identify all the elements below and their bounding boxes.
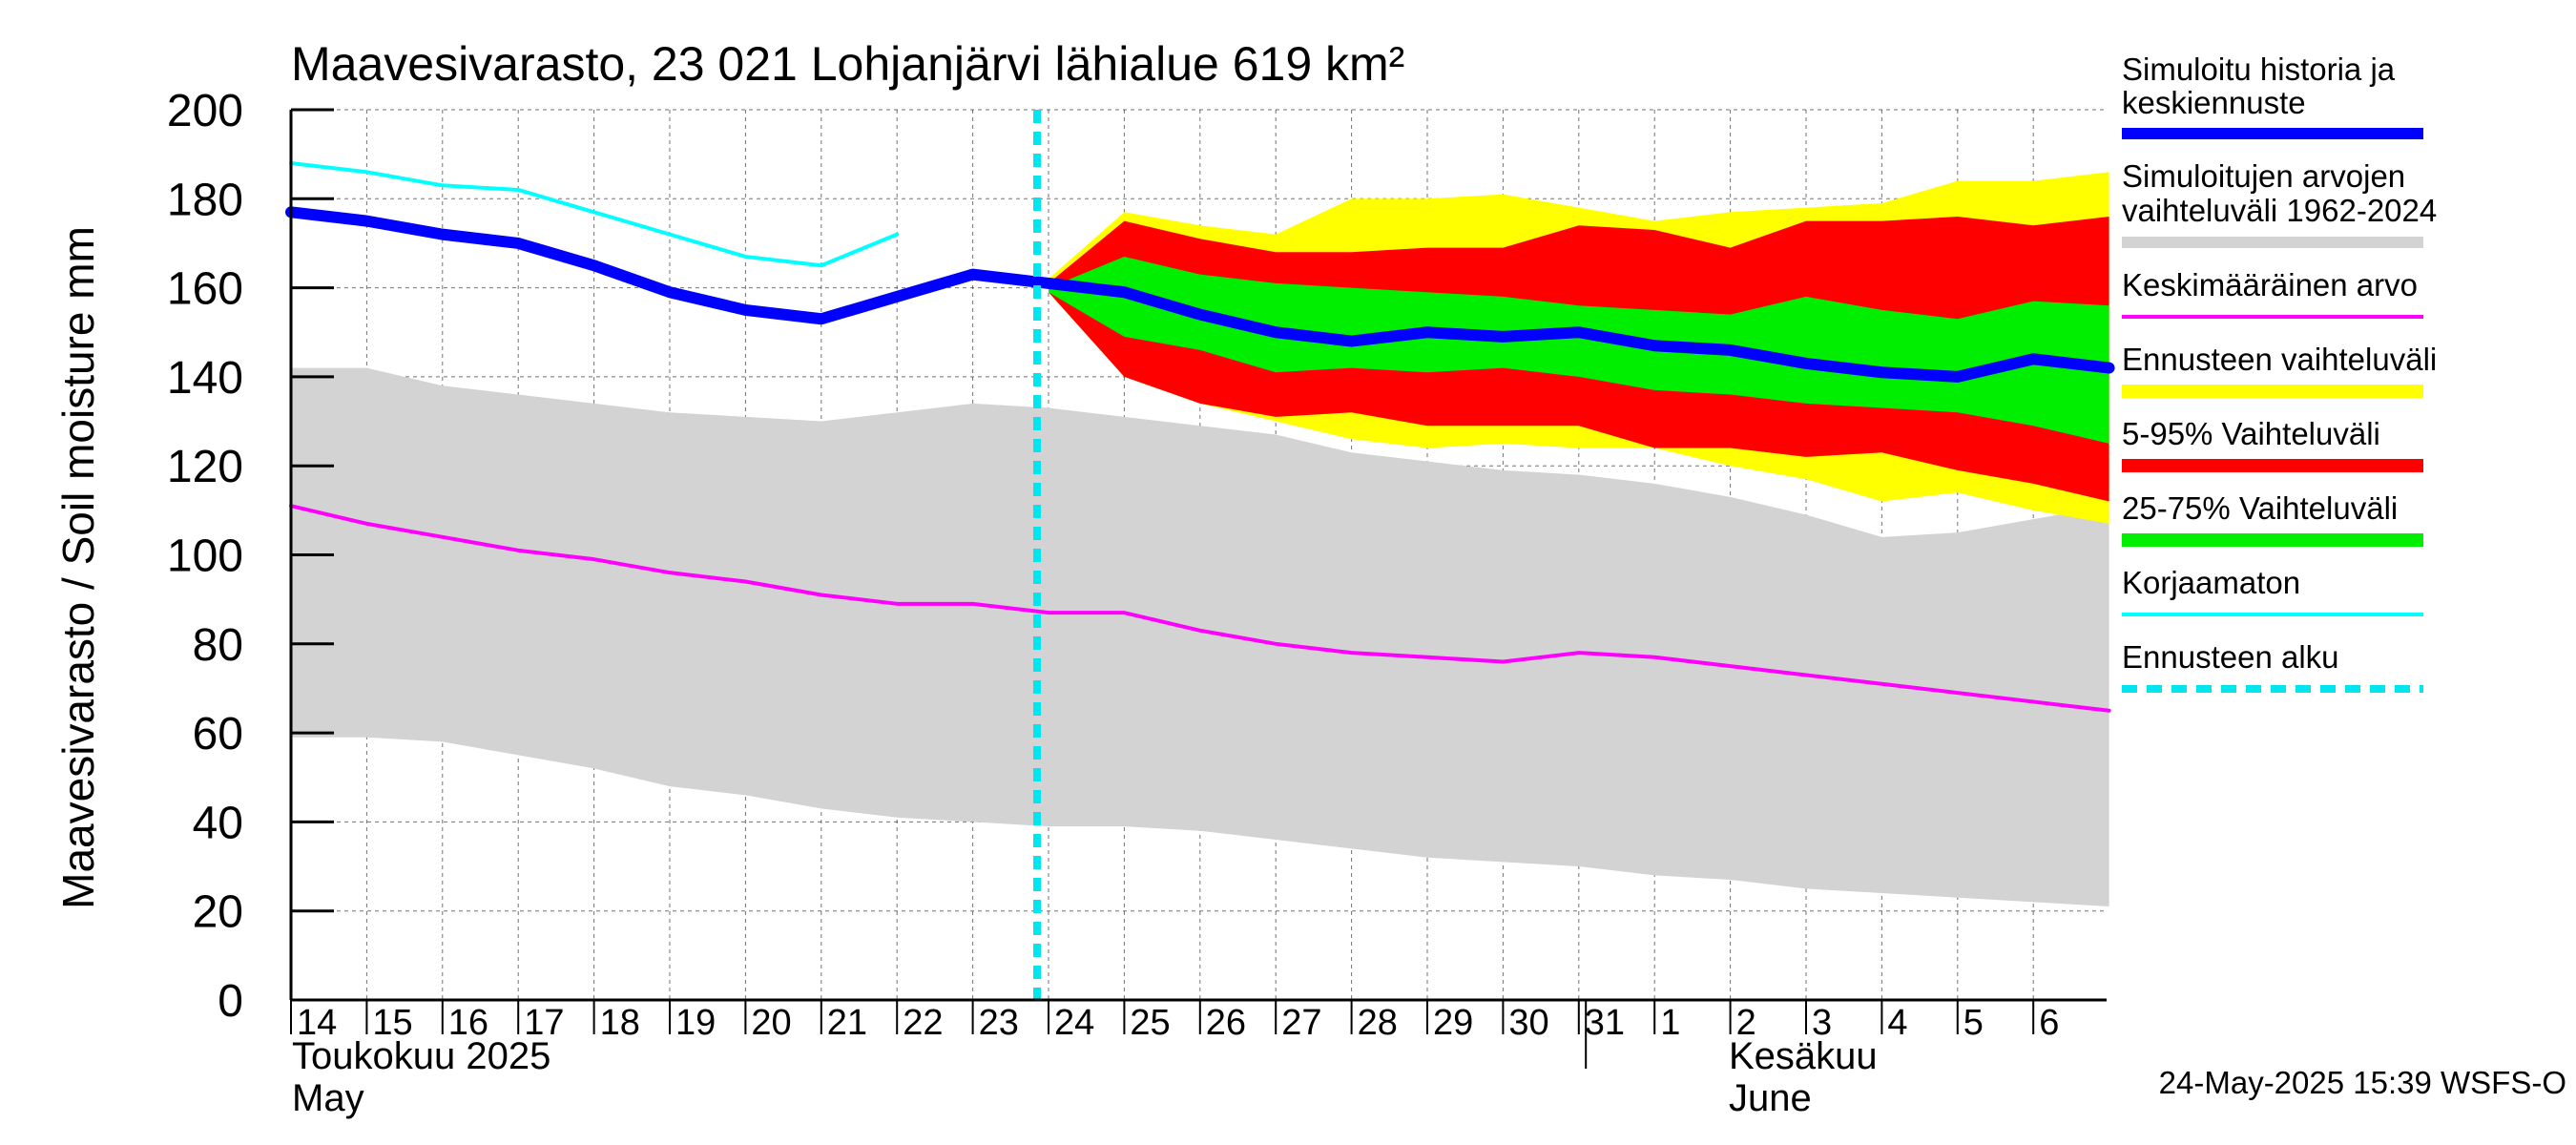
y-tick-label-140: 140 xyxy=(167,353,243,404)
x-tick-label-16: 30 xyxy=(1508,1003,1548,1043)
timestamp: 24-May-2025 15:39 WSFS-O xyxy=(2159,1065,2566,1100)
legend-label-fc-range: Ennusteen vaihteluväli xyxy=(2122,342,2437,377)
line-uncorrected xyxy=(289,160,900,268)
legend-label-history-1: Simuloitu historia ja xyxy=(2122,52,2396,87)
x-tick-label-9: 23 xyxy=(979,1003,1019,1043)
y-tick-label-160: 160 xyxy=(167,264,243,315)
y-tick-label-180: 180 xyxy=(167,175,243,225)
legend-label-p5-95: 5-95% Vaihteluväli xyxy=(2122,416,2380,451)
x-tick-label-17: 31 xyxy=(1585,1003,1625,1043)
x-tick-label-8: 22 xyxy=(903,1003,943,1043)
month-label-june-fi: Kesäkuu xyxy=(1729,1035,1878,1077)
x-tick-label-7: 21 xyxy=(827,1003,867,1043)
month-label-june-en: June xyxy=(1729,1077,1812,1119)
x-tick-label-12: 26 xyxy=(1206,1003,1246,1043)
x-tick-label-10: 24 xyxy=(1054,1003,1094,1043)
y-tick-label-60: 60 xyxy=(193,709,243,760)
legend-label-uncorrected: Korjaamaton xyxy=(2122,565,2300,600)
line-history xyxy=(285,206,2115,383)
legend-label-p25-75: 25-75% Vaihteluväli xyxy=(2122,490,2398,526)
y-tick-label-100: 100 xyxy=(167,531,243,582)
x-axis-ticks: 14 15 16 17 18 19 20 21 22 23 24 25 26 27 28 29 30 31 1 2 3 4… xyxy=(290,1000,2059,1069)
x-tick-label-14: 28 xyxy=(1358,1003,1398,1043)
x-tick-label-11: 25 xyxy=(1130,1003,1170,1043)
x-tick-label-19: 2 xyxy=(1736,1003,1756,1043)
x-tick-label-15: 29 xyxy=(1433,1003,1473,1043)
chart-title: Maavesivarasto, 23 021 Lohjanjärvi lähia… xyxy=(291,37,1404,91)
x-tick-label-3: 17 xyxy=(524,1003,564,1043)
y-tick-label-20: 20 xyxy=(193,887,243,938)
x-tick-label-4: 18 xyxy=(600,1003,640,1043)
x-tick-label-22: 5 xyxy=(1963,1003,1984,1043)
x-tick-label-20: 3 xyxy=(1812,1003,1832,1043)
y-tick-label-40: 40 xyxy=(193,798,243,848)
x-tick-label-18: 1 xyxy=(1660,1003,1680,1043)
band-25-75 xyxy=(1049,256,2109,444)
y-axis-ticks: 0 20 40 60 80 100 120 140 160 180 200 xyxy=(167,86,334,1027)
legend-label-mean: Keskimääräinen arvo xyxy=(2122,267,2418,302)
plot-areas xyxy=(291,172,2109,907)
legend-label-hist-range-1: Simuloitujen arvojen xyxy=(2122,158,2405,194)
plot-lines xyxy=(285,110,2115,1000)
y-tick-label-0: 0 xyxy=(218,976,243,1027)
legend-label-fc-start: Ennusteen alku xyxy=(2122,639,2339,675)
band-hist-range xyxy=(291,367,2109,907)
y-tick-label-120: 120 xyxy=(167,442,243,492)
month-label-may-en: May xyxy=(292,1077,364,1119)
y-axis-label: Maavesivarasto / Soil moisture mm xyxy=(53,226,103,909)
x-tick-label-13: 27 xyxy=(1281,1003,1321,1043)
x-tick-label-0: 14 xyxy=(297,1003,337,1043)
legend-label-hist-range-2: vaihteluväli 1962-2024 xyxy=(2122,193,2437,228)
x-tick-label-23: 6 xyxy=(2039,1003,2059,1043)
x-tick-label-5: 19 xyxy=(675,1003,716,1043)
x-tick-label-2: 16 xyxy=(448,1003,488,1043)
legend-label-history-2: keskiennuste xyxy=(2122,85,2306,120)
x-tick-label-6: 20 xyxy=(751,1003,791,1043)
legend: Simuloitu historia ja keskiennuste Simul… xyxy=(2122,52,2437,693)
line-mean xyxy=(289,504,2111,713)
y-tick-label-80: 80 xyxy=(193,620,243,671)
y-tick-label-200: 200 xyxy=(167,86,243,136)
month-label-may-fi: Toukokuu 2025 xyxy=(292,1035,551,1077)
x-tick-label-21: 4 xyxy=(1887,1003,1907,1043)
x-tick-label-1: 15 xyxy=(372,1003,412,1043)
